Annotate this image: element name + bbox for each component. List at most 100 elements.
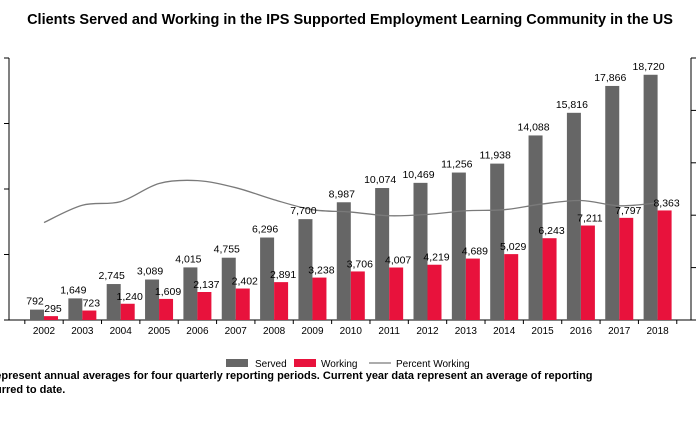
data-label-served: 11,256 — [441, 159, 472, 171]
footnote-line-2: urred to date. — [0, 384, 66, 396]
bar-served — [375, 188, 390, 320]
data-label-working: 2,137 — [193, 279, 219, 291]
data-label-served: 7,700 — [290, 205, 316, 217]
bar-served — [260, 237, 275, 320]
bar-working — [619, 217, 634, 320]
x-tick-label: 2008 — [263, 326, 286, 337]
data-label-working: 4,689 — [462, 246, 488, 258]
data-label-working: 1,609 — [155, 286, 181, 298]
x-tick-label: 2011 — [378, 326, 400, 337]
data-label-served: 792 — [26, 296, 44, 308]
data-label-working: 4,219 — [423, 252, 449, 264]
x-tick-label: 2013 — [455, 326, 478, 337]
x-tick-label: 2009 — [301, 326, 324, 337]
legend-label-served: Served — [255, 359, 287, 370]
x-tick-label: 2015 — [531, 326, 554, 337]
bar-served — [490, 163, 505, 320]
data-label-served: 15,816 — [556, 99, 588, 111]
bar-working — [82, 310, 97, 320]
data-label-served: 10,469 — [402, 169, 434, 181]
bar-working — [159, 298, 174, 320]
legend: Served Working Percent Working — [226, 359, 470, 370]
legend-swatch-working — [294, 359, 316, 367]
x-tick-label: 2006 — [186, 326, 209, 337]
chart-title: Clients Served and Working in the IPS Su… — [27, 12, 673, 28]
x-tick-label: 2014 — [493, 326, 516, 337]
bar-working — [312, 277, 327, 320]
data-label-served: 8,987 — [329, 188, 355, 200]
data-label-working: 8,363 — [653, 197, 679, 209]
bar-working — [235, 288, 250, 320]
x-tick-label: 2002 — [33, 326, 56, 337]
x-tick-label: 2012 — [416, 326, 439, 337]
bar-working — [504, 254, 519, 320]
footnote-line-1: represent annual averages for four quart… — [0, 370, 593, 382]
x-tick-label: 2017 — [608, 326, 631, 337]
data-label-working: 1,240 — [117, 291, 143, 303]
data-label-served: 17,866 — [594, 72, 626, 84]
x-tick-label: 2004 — [110, 326, 133, 337]
data-label-working: 5,029 — [500, 241, 526, 253]
bar-served — [145, 279, 160, 320]
data-label-working: 7,797 — [615, 205, 641, 217]
chart-line — [43, 179, 658, 224]
data-label-served: 6,296 — [252, 224, 278, 236]
x-tick-label: 2005 — [148, 326, 171, 337]
x-tick-label: 2016 — [570, 326, 593, 337]
legend-label-working: Working — [321, 359, 358, 370]
data-label-working: 3,706 — [347, 258, 373, 270]
x-tick-label: 2003 — [71, 326, 94, 337]
line-percent-working — [43, 179, 658, 224]
bar-served — [605, 85, 620, 320]
data-label-served: 4,755 — [214, 244, 240, 256]
data-label-working: 723 — [83, 298, 101, 310]
data-label-working: 295 — [44, 303, 62, 315]
bar-served — [68, 298, 83, 320]
data-label-working: 4,007 — [385, 255, 411, 267]
bar-served — [528, 135, 543, 320]
data-label-served: 4,015 — [175, 253, 201, 265]
data-label-served: 10,074 — [364, 174, 396, 186]
data-label-working: 6,243 — [538, 225, 564, 237]
bar-working — [44, 316, 58, 320]
bar-working — [580, 225, 595, 320]
data-label-working: 7,211 — [577, 213, 603, 225]
data-label-working: 2,402 — [232, 276, 258, 288]
data-label-working: 2,891 — [270, 269, 296, 281]
bar-working — [274, 282, 289, 320]
bar-working — [350, 271, 365, 320]
x-tick-label: 2010 — [340, 326, 363, 337]
bar-served — [221, 257, 236, 320]
bar-served — [298, 219, 313, 320]
legend-label-percent: Percent Working — [396, 359, 470, 370]
bar-served — [30, 309, 44, 320]
chart-bars — [30, 74, 672, 321]
bar-served — [106, 284, 121, 320]
data-label-served: 1,649 — [60, 284, 86, 296]
bar-served — [566, 112, 581, 321]
bar-served — [643, 74, 658, 320]
bar-served — [336, 202, 351, 320]
footnote: represent annual averages for four quart… — [0, 369, 700, 397]
bar-working — [389, 267, 404, 320]
legend-swatch-served — [226, 359, 248, 367]
x-tick-label: 2007 — [225, 326, 248, 337]
bar-working — [427, 264, 442, 320]
bar-working — [120, 303, 135, 320]
bar-working — [197, 292, 212, 320]
bar-working — [657, 210, 672, 320]
x-axis-ticks: 2002 2003 2004 2005 2006 2007 2008 2009 2010 2011… — [33, 326, 669, 337]
x-tick-label: 2018 — [646, 326, 669, 337]
data-label-served: 14,088 — [517, 121, 549, 133]
bar-served — [451, 172, 466, 320]
data-label-served: 18,720 — [633, 61, 665, 73]
bar-served — [413, 182, 428, 320]
bar-working — [465, 258, 480, 320]
bar-served — [183, 267, 198, 320]
data-label-served: 2,745 — [99, 270, 125, 282]
bar-working — [542, 238, 557, 320]
data-label-served: 11,938 — [480, 150, 511, 162]
data-label-working: 3,238 — [308, 265, 334, 277]
